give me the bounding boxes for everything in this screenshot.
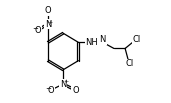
Text: N: N [45, 20, 51, 29]
Text: O: O [34, 26, 41, 35]
Text: −: − [45, 86, 51, 92]
Text: −: − [32, 26, 38, 32]
Text: +: + [63, 80, 68, 84]
Text: O: O [45, 6, 51, 15]
Text: Cl: Cl [132, 35, 140, 44]
Text: NH: NH [85, 38, 98, 47]
Text: +: + [48, 20, 53, 25]
Text: O: O [72, 86, 79, 95]
Text: N: N [60, 80, 66, 88]
Text: N: N [100, 35, 106, 44]
Text: O: O [48, 86, 54, 95]
Text: Cl: Cl [125, 59, 133, 68]
